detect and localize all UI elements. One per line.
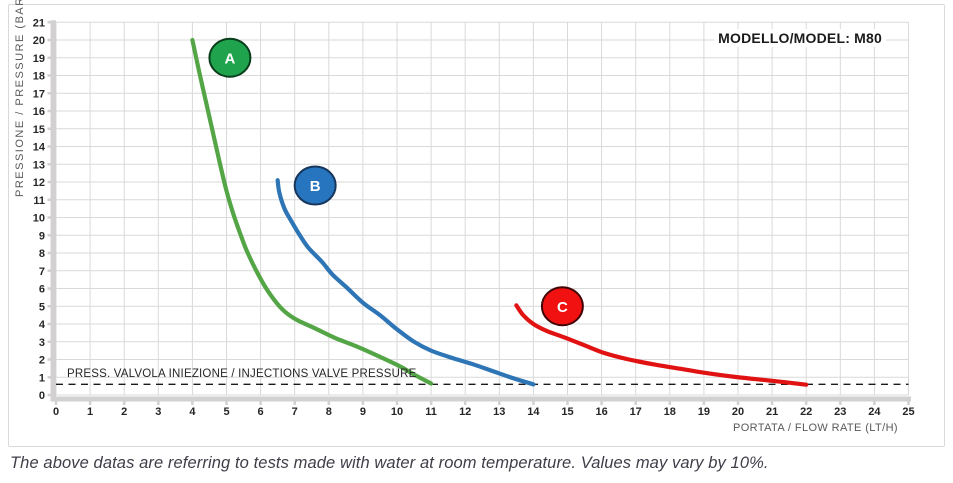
svg-text:19: 19 bbox=[33, 53, 45, 65]
svg-text:2: 2 bbox=[39, 355, 45, 367]
svg-text:14: 14 bbox=[33, 142, 46, 154]
svg-text:16: 16 bbox=[33, 106, 45, 118]
x-axis-title: PORTATA / FLOW RATE (LT/H) bbox=[732, 422, 898, 434]
svg-text:19: 19 bbox=[698, 406, 710, 418]
series-C-bubble-letter: C bbox=[557, 299, 568, 316]
footnote-caption: The above datas are referring to tests m… bbox=[10, 454, 769, 472]
series-A-bubble-letter: A bbox=[224, 50, 235, 67]
svg-text:4: 4 bbox=[39, 319, 46, 331]
svg-text:9: 9 bbox=[39, 230, 45, 242]
svg-text:24: 24 bbox=[868, 406, 881, 418]
svg-text:17: 17 bbox=[630, 406, 642, 418]
svg-text:1: 1 bbox=[87, 406, 93, 418]
model-title: MODELLO/MODEL: M80 bbox=[714, 29, 886, 47]
injection-valve-pressure-label: PRESS. VALVOLA INIEZIONE / INJECTIONS VA… bbox=[67, 368, 417, 380]
x-axis-line bbox=[50, 396, 911, 402]
svg-text:11: 11 bbox=[33, 195, 45, 207]
series-C-bubble: C bbox=[540, 286, 584, 327]
svg-text:13: 13 bbox=[33, 159, 45, 171]
svg-text:20: 20 bbox=[33, 35, 45, 47]
x-axis-tick-labels: 0 1 2 3 4 5 6 7 8 9 10 11 12 13 14 15 16 17 18 19 20 21 22 23 24… bbox=[53, 406, 915, 418]
svg-text:5: 5 bbox=[223, 406, 229, 418]
axis-bands bbox=[47, 20, 911, 405]
svg-text:11: 11 bbox=[425, 406, 437, 418]
svg-text:7: 7 bbox=[292, 406, 298, 418]
svg-text:1: 1 bbox=[39, 372, 45, 384]
svg-text:8: 8 bbox=[39, 248, 45, 260]
svg-text:16: 16 bbox=[595, 406, 607, 418]
gridlines bbox=[55, 21, 909, 396]
svg-text:22: 22 bbox=[800, 406, 812, 418]
curve-A bbox=[190, 37, 434, 386]
svg-text:13: 13 bbox=[493, 406, 505, 418]
svg-text:8: 8 bbox=[326, 406, 332, 418]
svg-text:18: 18 bbox=[664, 406, 676, 418]
svg-text:3: 3 bbox=[39, 337, 45, 349]
svg-text:25: 25 bbox=[902, 406, 914, 418]
y-axis-line bbox=[50, 20, 56, 401]
svg-text:0: 0 bbox=[39, 390, 45, 402]
svg-text:4: 4 bbox=[189, 406, 196, 418]
svg-text:2: 2 bbox=[121, 406, 127, 418]
svg-text:15: 15 bbox=[33, 124, 45, 136]
svg-text:12: 12 bbox=[459, 406, 471, 418]
svg-text:9: 9 bbox=[360, 406, 366, 418]
curve-B bbox=[275, 178, 536, 387]
svg-text:10: 10 bbox=[391, 406, 403, 418]
series-C-bubble-circle bbox=[540, 286, 584, 327]
y-axis-title: PRESSIONE / PRESSURE (BAR) bbox=[14, 0, 26, 197]
svg-text:14: 14 bbox=[527, 406, 540, 418]
svg-text:15: 15 bbox=[561, 406, 573, 418]
svg-text:12: 12 bbox=[33, 177, 45, 189]
svg-text:21: 21 bbox=[766, 406, 778, 418]
curve-C bbox=[514, 303, 809, 387]
svg-text:7: 7 bbox=[39, 266, 45, 278]
svg-text:6: 6 bbox=[39, 284, 45, 296]
svg-text:17: 17 bbox=[33, 88, 45, 100]
svg-text:21: 21 bbox=[33, 17, 45, 29]
series-B-bubble-letter: B bbox=[310, 178, 321, 195]
svg-text:0: 0 bbox=[53, 406, 59, 418]
svg-text:10: 10 bbox=[33, 213, 45, 225]
series-B-bubble: B bbox=[293, 165, 337, 206]
svg-text:20: 20 bbox=[732, 406, 744, 418]
svg-text:18: 18 bbox=[33, 71, 45, 83]
svg-text:23: 23 bbox=[834, 406, 846, 418]
series-B-bubble-circle bbox=[293, 165, 337, 206]
svg-text:5: 5 bbox=[39, 301, 45, 313]
series-A-bubble-circle bbox=[208, 37, 252, 78]
svg-text:3: 3 bbox=[155, 406, 161, 418]
chart-panel: A B C 0 1 2 3 4 5 6 7 8 9 10 11 12 13 14 15 16 17 18 19 20 21 22 2… bbox=[8, 0, 945, 447]
svg-text:6: 6 bbox=[258, 406, 264, 418]
series-A-bubble: A bbox=[208, 37, 252, 78]
